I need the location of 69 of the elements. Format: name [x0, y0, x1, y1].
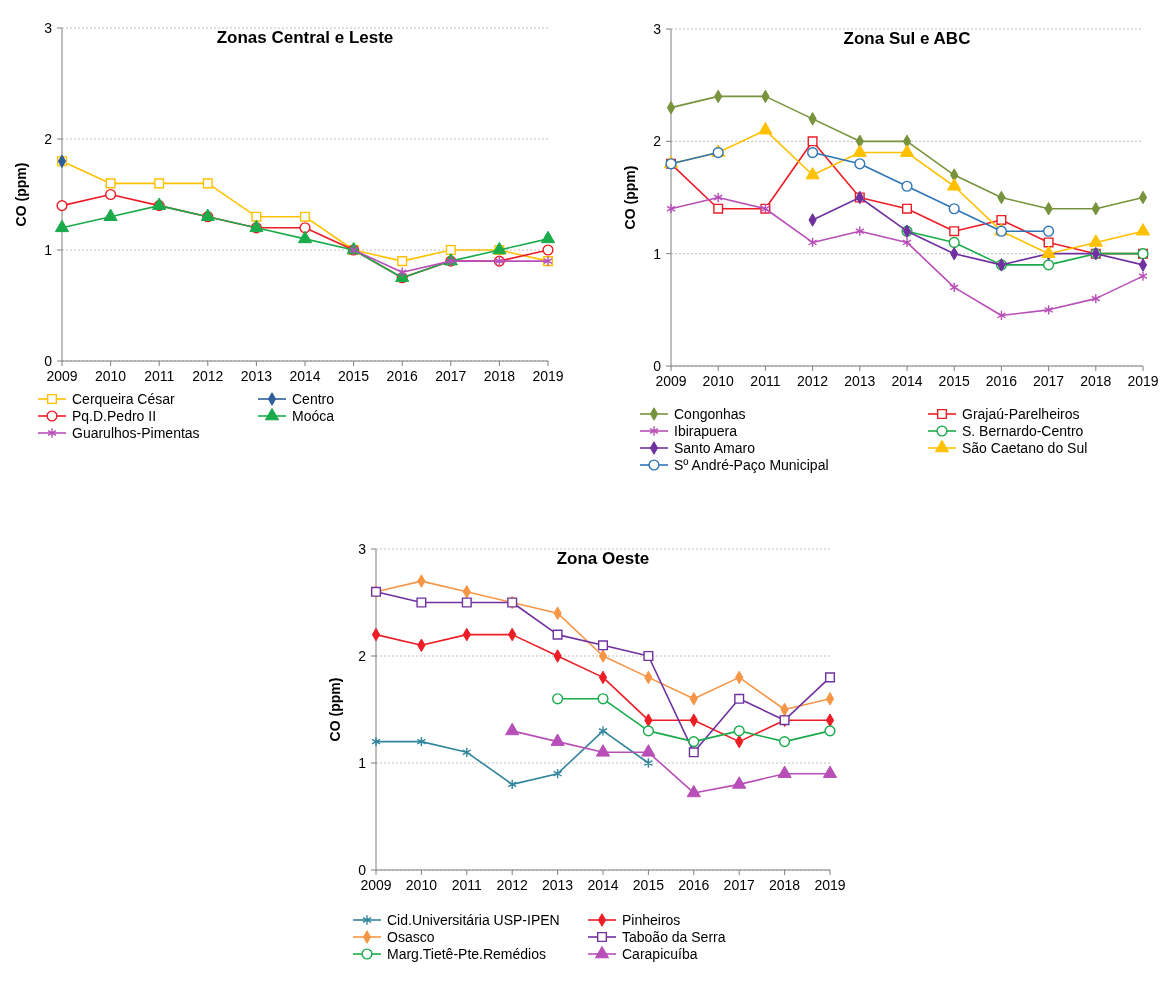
x-tick-label: 2009	[655, 373, 687, 389]
legend-label: Moóca	[292, 407, 335, 424]
x-tick-label: 2010	[702, 373, 734, 389]
legend-label: Pinheiros	[622, 911, 681, 928]
x-tick-label: 2014	[587, 877, 619, 893]
x-tick-label: 2018	[483, 368, 516, 384]
x-tick-label: 2017	[1033, 373, 1065, 389]
x-tick-label: 2015	[938, 373, 970, 389]
x-tick-label: 2016	[386, 368, 418, 384]
x-tick-label: 2017	[435, 368, 467, 384]
x-tick-label: 2009	[46, 368, 78, 384]
y-axis-title: CO (ppm)	[327, 677, 343, 742]
x-tick-label: 2014	[289, 368, 321, 384]
legend-label: Carapicuíba	[622, 945, 698, 962]
x-tick-label: 2014	[891, 373, 923, 389]
x-tick-label: 2018	[769, 877, 801, 893]
legend-label: S. Bernardo-Centro	[962, 422, 1084, 439]
legend-label: Centro	[292, 390, 335, 407]
chart-title: Zona Sul e ABC	[843, 29, 971, 48]
legend-label: Grajaú-Parelheiros	[962, 405, 1080, 422]
legend-label: Cid.Universitária USP-IPEN	[387, 911, 560, 928]
legend-label: Santo Amaro	[674, 439, 756, 456]
y-tick-label: 0	[653, 357, 662, 374]
x-tick-label: 2013	[240, 368, 273, 384]
legend-label: Osasco	[387, 928, 435, 945]
legend-label: Pq.D.Pedro II	[72, 407, 157, 424]
x-tick-label: 2019	[532, 368, 564, 384]
y-tick-label: 1	[358, 754, 367, 771]
x-tick-label: 2011	[750, 373, 781, 389]
legend-label: Guarulhos-Pimentas	[72, 424, 200, 441]
x-tick-label: 2011	[144, 368, 175, 384]
legend-label: Marg.Tietê-Pte.Remédios	[387, 945, 546, 962]
x-tick-label: 2017	[723, 877, 755, 893]
y-tick-label: 3	[44, 19, 53, 36]
legend-label: Sº André-Paço Municipal	[674, 456, 829, 473]
legend-label: Taboão da Serra	[622, 928, 726, 945]
chart-title: Zonas Central e Leste	[216, 28, 394, 47]
x-tick-label: 2013	[542, 877, 574, 893]
y-tick-label: 1	[653, 245, 662, 262]
x-tick-label: 2011	[451, 877, 483, 893]
legend-label: Cerqueira César	[72, 390, 176, 407]
legend-label: Ibirapuera	[674, 422, 738, 439]
x-tick-label: 2019	[1127, 373, 1159, 389]
x-tick-label: 2010	[95, 368, 127, 384]
x-tick-label: 2015	[632, 877, 665, 893]
x-tick-label: 2010	[405, 877, 438, 893]
chart-title: Zona Oeste	[556, 549, 650, 568]
y-tick-label: 2	[44, 130, 53, 147]
x-tick-label: 2012	[192, 368, 224, 384]
y-tick-label: 2	[358, 647, 367, 664]
x-tick-label: 2019	[814, 877, 846, 893]
y-axis-title: CO (ppm)	[622, 165, 638, 230]
y-axis-title: CO (ppm)	[13, 162, 29, 227]
y-tick-label: 3	[358, 540, 367, 557]
x-tick-label: 2012	[496, 877, 528, 893]
x-tick-label: 2018	[1080, 373, 1112, 389]
y-tick-label: 0	[44, 352, 53, 369]
y-tick-label: 0	[358, 861, 367, 878]
y-tick-label: 2	[653, 133, 662, 150]
legend-label: São Caetano do Sul	[962, 439, 1088, 456]
x-tick-label: 2013	[844, 373, 876, 389]
x-tick-label: 2009	[360, 877, 392, 893]
x-tick-label: 2015	[338, 368, 370, 384]
x-tick-label: 2016	[985, 373, 1018, 389]
legend-label: Congonhas	[674, 405, 746, 422]
y-tick-label: 3	[653, 20, 662, 37]
y-tick-label: 1	[44, 241, 53, 258]
x-tick-label: 2016	[678, 877, 710, 893]
x-tick-label: 2012	[797, 373, 829, 389]
